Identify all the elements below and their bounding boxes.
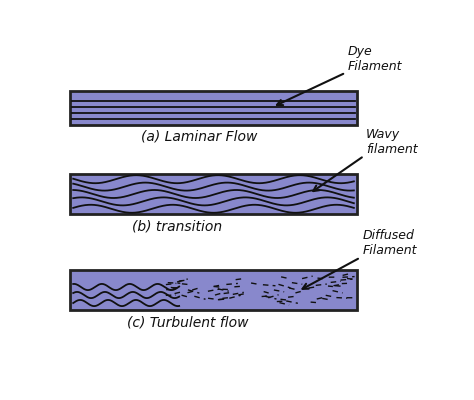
FancyBboxPatch shape <box>70 270 357 310</box>
Text: Dye
Filament: Dye Filament <box>347 45 402 73</box>
Text: (c) Turbulent flow: (c) Turbulent flow <box>127 315 248 329</box>
Text: Wavy
filament: Wavy filament <box>366 128 418 156</box>
Text: (a) Laminar Flow: (a) Laminar Flow <box>141 130 257 144</box>
FancyBboxPatch shape <box>70 174 357 214</box>
Text: Diffused
Filament: Diffused Filament <box>362 230 417 258</box>
Text: (b) transition: (b) transition <box>132 220 222 234</box>
FancyBboxPatch shape <box>70 91 357 125</box>
